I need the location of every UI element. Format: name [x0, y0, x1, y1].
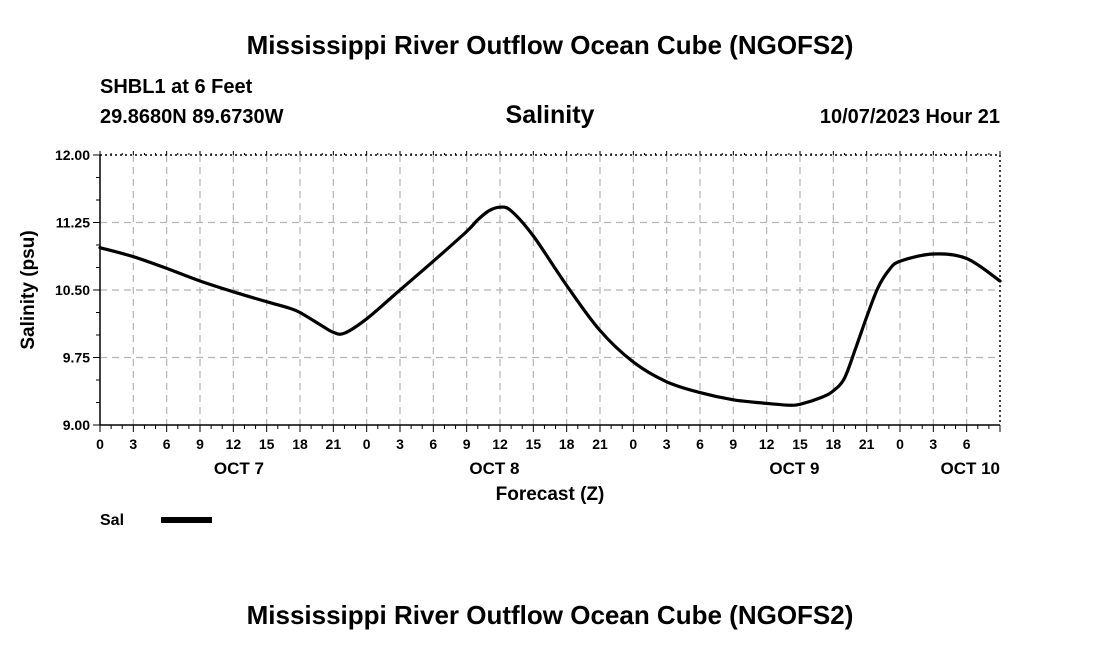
- station-label: SHBL1 at 6 Feet: [100, 76, 253, 98]
- x-tick-label: 6: [429, 436, 437, 452]
- x-tick-label: 15: [259, 436, 275, 452]
- x-tick-label: 15: [526, 436, 542, 452]
- main-title: Mississippi River Outflow Ocean Cube (NG…: [246, 30, 854, 60]
- x-tick-label: 21: [859, 436, 875, 452]
- x-tick-label: 0: [629, 436, 637, 452]
- date-label: OCT 10: [940, 459, 1000, 478]
- x-tick-label: 18: [559, 436, 575, 452]
- x-tick-label: 9: [729, 436, 737, 452]
- footer-title: Mississippi River Outflow Ocean Cube (NG…: [246, 600, 854, 630]
- y-tick-label: 10.50: [55, 282, 90, 298]
- x-tick-label: 3: [396, 436, 404, 452]
- x-tick-label: 9: [463, 436, 471, 452]
- x-tick-label: 6: [963, 436, 971, 452]
- x-tick-label: 0: [896, 436, 904, 452]
- datetime-label: 10/07/2023 Hour 21: [819, 106, 1000, 128]
- x-tick-label: 0: [363, 436, 371, 452]
- x-tick-label: 12: [492, 436, 508, 452]
- x-tick-label: 3: [929, 436, 937, 452]
- x-tick-label: 12: [226, 436, 242, 452]
- date-label: OCT 8: [469, 459, 519, 478]
- x-tick-label: 3: [129, 436, 137, 452]
- x-tick-label: 6: [163, 436, 171, 452]
- coordinates-label: 29.8680N 89.6730W: [100, 106, 284, 128]
- date-label: OCT 7: [214, 459, 264, 478]
- y-tick-label: 11.25: [56, 215, 90, 231]
- y-axis-title: Salinity (psu): [18, 230, 39, 349]
- x-tick-label: 18: [292, 436, 308, 452]
- x-tick-label: 21: [592, 436, 608, 452]
- x-tick-label: 6: [696, 436, 704, 452]
- x-tick-label: 21: [326, 436, 342, 452]
- y-tick-label: 9.00: [63, 417, 90, 433]
- chart-title: Salinity: [505, 101, 595, 129]
- x-tick-label: 12: [759, 436, 775, 452]
- date-label: OCT 9: [769, 459, 819, 478]
- x-tick-label: 15: [792, 436, 808, 452]
- series-line-sal: [98, 205, 1002, 407]
- x-tick-label: 9: [196, 436, 204, 452]
- x-axis-title: Forecast (Z): [496, 484, 605, 505]
- legend-label: Sal: [100, 512, 124, 529]
- x-tick-label: 0: [96, 436, 104, 452]
- y-tick-label: 12.00: [55, 147, 90, 163]
- y-tick-label: 9.75: [63, 350, 90, 366]
- x-tick-label: 18: [826, 436, 842, 452]
- x-tick-label: 3: [663, 436, 671, 452]
